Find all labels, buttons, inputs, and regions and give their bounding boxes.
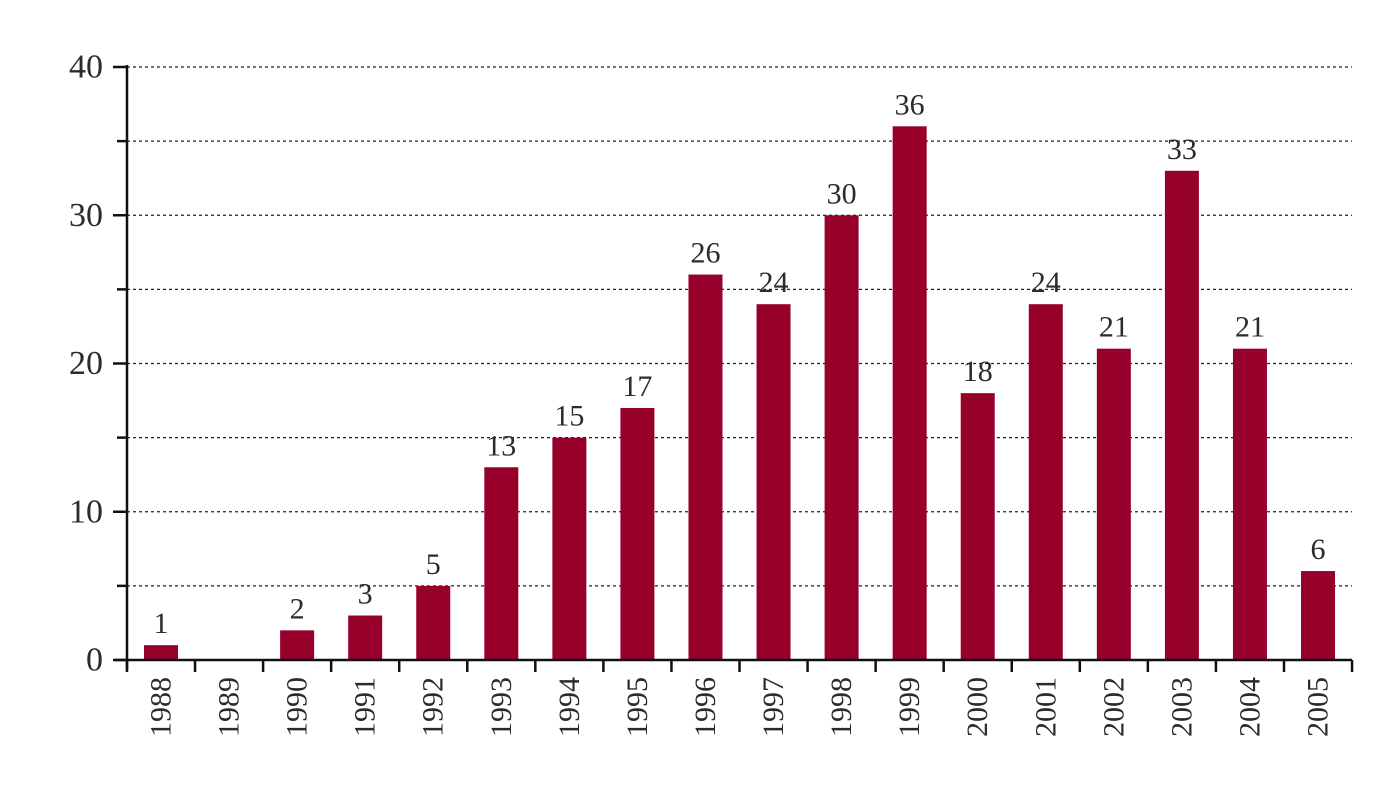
bar-2001 bbox=[1028, 304, 1063, 660]
bar-1991 bbox=[348, 615, 383, 660]
data-label-1992: 5 bbox=[426, 548, 441, 581]
x-tick-label-1997: 1997 bbox=[757, 677, 790, 737]
bars bbox=[144, 126, 1336, 661]
data-label-2000: 18 bbox=[963, 355, 993, 388]
bar-1998 bbox=[824, 215, 859, 660]
data-label-1993: 13 bbox=[486, 429, 516, 462]
data-label-2003: 33 bbox=[1167, 133, 1197, 166]
bar-2004 bbox=[1232, 348, 1267, 660]
data-label-2001: 24 bbox=[1031, 266, 1061, 299]
bar-1999 bbox=[892, 126, 927, 661]
labels: 1 1988 1989 2 1990 3 1991 5 1992 13 1993 15 1994 17 19… bbox=[69, 49, 1335, 738]
bar-1990 bbox=[280, 630, 315, 660]
x-tick-label-2003: 2003 bbox=[1165, 677, 1198, 737]
y-tick-label: 0 bbox=[86, 642, 103, 679]
data-label-2002: 21 bbox=[1099, 311, 1129, 344]
bar-1996 bbox=[688, 274, 723, 660]
x-tick-label-2005: 2005 bbox=[1302, 677, 1335, 737]
y-tick-label: 20 bbox=[69, 345, 103, 382]
x-tick-label-1988: 1988 bbox=[145, 677, 178, 737]
x-tick-label-1989: 1989 bbox=[213, 677, 246, 737]
x-tick-label-1994: 1994 bbox=[553, 677, 586, 737]
x-tick-label-1995: 1995 bbox=[621, 677, 654, 737]
bar-2000 bbox=[960, 393, 995, 660]
x-tick-label-2000: 2000 bbox=[961, 677, 994, 737]
data-label-1998: 30 bbox=[827, 177, 857, 210]
x-tick-label-2004: 2004 bbox=[1233, 677, 1266, 737]
data-label-1990: 2 bbox=[290, 592, 305, 625]
data-label-1995: 17 bbox=[622, 370, 652, 403]
data-label-1997: 24 bbox=[759, 266, 789, 299]
data-label-1996: 26 bbox=[690, 237, 720, 270]
data-label-1999: 36 bbox=[895, 88, 925, 121]
bar-1997 bbox=[756, 304, 791, 660]
bar-2003 bbox=[1164, 170, 1199, 660]
bar-1994 bbox=[552, 437, 587, 660]
bar-1995 bbox=[620, 407, 655, 660]
data-label-1991: 3 bbox=[358, 578, 373, 611]
data-label-1994: 15 bbox=[554, 400, 584, 433]
y-tick-label: 40 bbox=[69, 49, 103, 86]
x-tick-label-1996: 1996 bbox=[689, 677, 722, 737]
x-tick-label-1998: 1998 bbox=[825, 677, 858, 737]
x-tick-label-1991: 1991 bbox=[349, 677, 382, 737]
bar-2005 bbox=[1301, 571, 1336, 660]
x-tick-label-1990: 1990 bbox=[281, 677, 314, 737]
x-tick-label-2001: 2001 bbox=[1029, 677, 1062, 737]
bar-1988 bbox=[144, 645, 178, 660]
x-tick-label-1999: 1999 bbox=[893, 677, 926, 737]
gridlines bbox=[127, 66, 1352, 587]
data-label-2005: 6 bbox=[1311, 533, 1326, 566]
bar-1993 bbox=[484, 467, 519, 660]
data-label-1988: 1 bbox=[154, 607, 169, 640]
data-label-2004: 21 bbox=[1235, 311, 1265, 344]
x-tick-label-2002: 2002 bbox=[1097, 677, 1130, 737]
bar-1992 bbox=[416, 585, 451, 660]
x-tick-label-1992: 1992 bbox=[417, 677, 450, 737]
y-tick-label: 30 bbox=[69, 197, 103, 234]
y-tick-label: 10 bbox=[69, 493, 103, 530]
bar-2002 bbox=[1096, 348, 1131, 660]
axes bbox=[113, 65, 1354, 672]
x-tick-label-1993: 1993 bbox=[485, 677, 518, 737]
